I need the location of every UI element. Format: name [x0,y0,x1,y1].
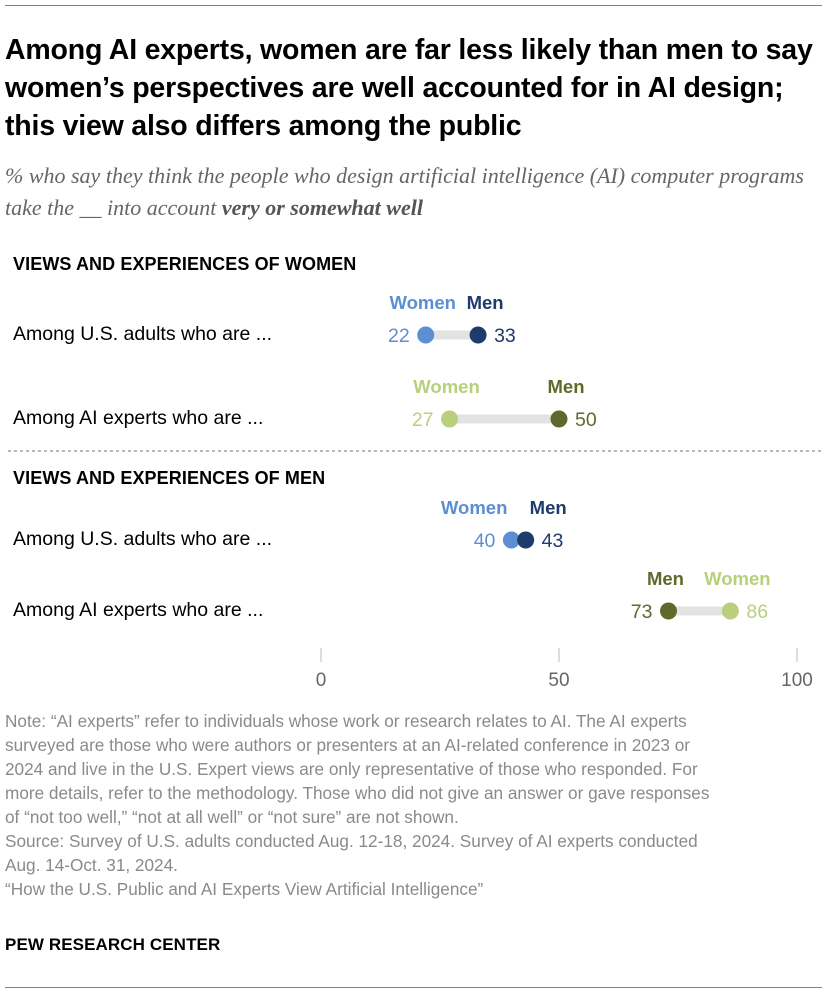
axis-tick-label: 50 [548,670,569,691]
note-line: surveyed are those who were authors or p… [5,735,691,755]
row-label-men-public: Among U.S. adults who are ... [13,528,273,550]
axis-tick-label: 100 [781,670,813,691]
source-line: Source: Survey of U.S. adults conducted … [5,831,698,851]
series-label-men: Men [467,292,504,313]
dot-women [721,602,739,620]
value-label: 73 [631,601,653,623]
report-title-line: “How the U.S. Public and AI Experts View… [5,879,484,899]
series-label-men: Men [647,568,684,589]
top-rule [5,5,822,6]
dot-men [659,602,677,620]
row-label-women-experts: Among AI experts who are ... [13,407,264,429]
series-label-women: Women [413,376,479,397]
row-label-women-public: Among U.S. adults who are ... [13,323,273,345]
dot-women [441,410,459,428]
note-line: Note: “AI experts” refer to individuals … [5,711,687,731]
note-source-block: Note: “AI experts” refer to individuals … [5,709,830,901]
series-label-men: Men [548,376,585,397]
note-line: of “not too well,” “not at all well” or … [5,807,459,827]
value-label: 33 [494,325,516,347]
series-label-women: Women [441,497,507,518]
chart-subtitle: % who say they think the people who desi… [5,160,830,224]
note-line: 2024 and live in the U.S. Expert views a… [5,759,698,779]
dot-plot: 0 50 100 22 Women 33 Men 27 Women 50 Men 40 Women 43 M… [8,292,822,691]
series-label-women: Women [389,292,455,313]
value-label: 22 [388,325,410,347]
axis-tick-label: 0 [316,670,327,691]
bottom-rule [5,987,822,988]
chart-title: Among AI experts, women are far less lik… [5,34,813,142]
value-label: 86 [746,601,768,623]
value-label: 40 [474,530,496,552]
series-label-women: Women [704,568,770,589]
brand-wordmark: PEW RESEARCH CENTER [5,935,221,954]
dot-men [469,326,487,344]
dot-women [417,326,435,344]
dot-women [502,531,520,549]
source-line: Aug. 14-Oct. 31, 2024. [5,855,178,875]
section-heading-women: VIEWS AND EXPERIENCES OF WOMEN [13,254,357,274]
dot-men [550,410,568,428]
subtitle-emphasis: very or somewhat well [221,195,423,220]
value-label: 27 [412,409,434,431]
note-line: more details, refer to the methodology. … [5,783,710,803]
dot-men [517,531,535,549]
row-label-men-experts: Among AI experts who are ... [13,599,264,621]
section-heading-men: VIEWS AND EXPERIENCES OF MEN [13,468,326,488]
value-label: 50 [575,409,597,431]
subtitle-prefix: % who say they think the people who desi… [5,163,804,220]
series-label-men: Men [530,497,567,518]
value-label: 43 [542,530,564,552]
